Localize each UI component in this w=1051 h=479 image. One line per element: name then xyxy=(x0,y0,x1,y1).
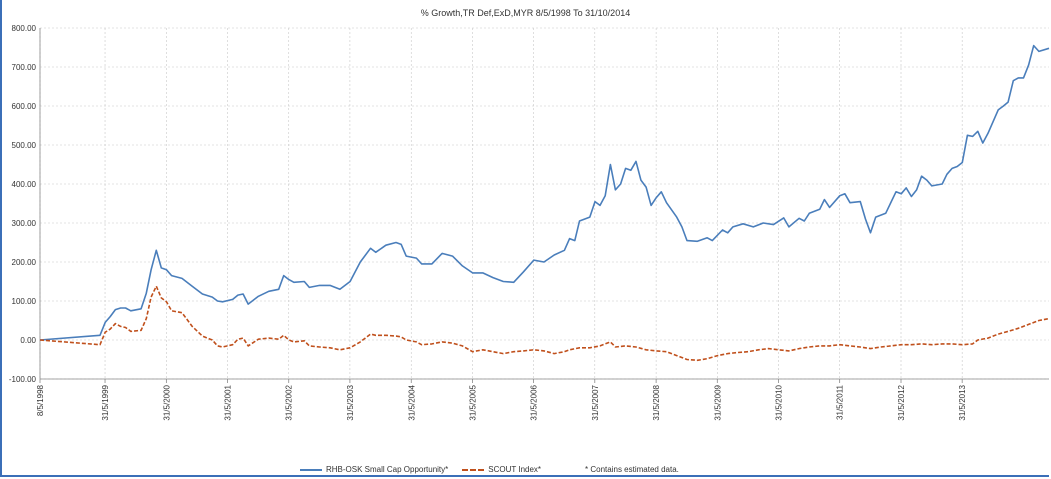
series-line-1 xyxy=(39,285,1050,362)
x-tick-label: 31/5/2002 xyxy=(285,384,294,420)
legend-swatch-dashed xyxy=(462,468,485,471)
legend-note: * Contains estimated data. xyxy=(555,465,679,474)
x-tick-label: 31/5/1999 xyxy=(101,384,110,420)
legend-swatch-solid xyxy=(300,468,322,471)
legend: RHB-OSK Small Cap Opportunity* SCOUT Ind… xyxy=(300,465,679,474)
x-tick-label: 31/5/2008 xyxy=(652,384,661,420)
x-tick-label: 31/5/2010 xyxy=(774,384,783,420)
y-tick-label: 600.00 xyxy=(12,102,37,111)
x-tick-label: 8/5/1998 xyxy=(36,384,45,416)
legend-item-series-0[interactable]: RHB-OSK Small Cap Opportunity* xyxy=(300,465,448,474)
y-tick-label: 0.00 xyxy=(20,336,36,345)
axis-layer: 800.00 700.00 600.00 500.00 400.00 300.00 200.… xyxy=(9,24,1049,421)
x-tick-label: 31/5/2006 xyxy=(530,384,539,420)
y-tick-label: 700.00 xyxy=(12,63,37,72)
x-tick-label: 31/5/2000 xyxy=(162,384,171,420)
y-tick-label: 400.00 xyxy=(12,180,37,189)
x-tick-label: 31/5/2004 xyxy=(407,384,416,420)
x-tick-label: 31/5/2009 xyxy=(713,384,722,420)
legend-label: RHB-OSK Small Cap Opportunity* xyxy=(326,465,449,474)
y-tick-label: 200.00 xyxy=(12,258,37,267)
x-tick-label: 31/5/2011 xyxy=(836,384,845,420)
series-layer xyxy=(39,44,1050,362)
y-tick-label: 800.00 xyxy=(12,24,37,33)
series-line-0 xyxy=(39,44,1050,341)
legend-item-series-1[interactable]: SCOUT Index* xyxy=(462,465,541,474)
y-tick-label: 500.00 xyxy=(12,141,37,150)
x-tick-label: 31/5/2007 xyxy=(591,384,600,420)
x-tick-label: 31/5/2001 xyxy=(224,384,233,420)
y-tick-label: 100.00 xyxy=(12,297,37,306)
legend-note-text: * Contains estimated data. xyxy=(585,465,679,474)
x-tick-label: 31/5/2005 xyxy=(468,384,477,420)
chart-title: % Growth,TR Def,ExD,MYR 8/5/1998 To 31/1… xyxy=(420,8,631,18)
y-tick-label: -100.00 xyxy=(9,375,37,384)
legend-label: SCOUT Index* xyxy=(488,465,542,474)
x-tick-label: 31/5/2003 xyxy=(346,384,355,420)
x-tick-label: 31/5/2012 xyxy=(897,384,906,420)
y-tick-label: 300.00 xyxy=(12,219,37,228)
x-tick-label: 31/5/2013 xyxy=(958,384,967,420)
